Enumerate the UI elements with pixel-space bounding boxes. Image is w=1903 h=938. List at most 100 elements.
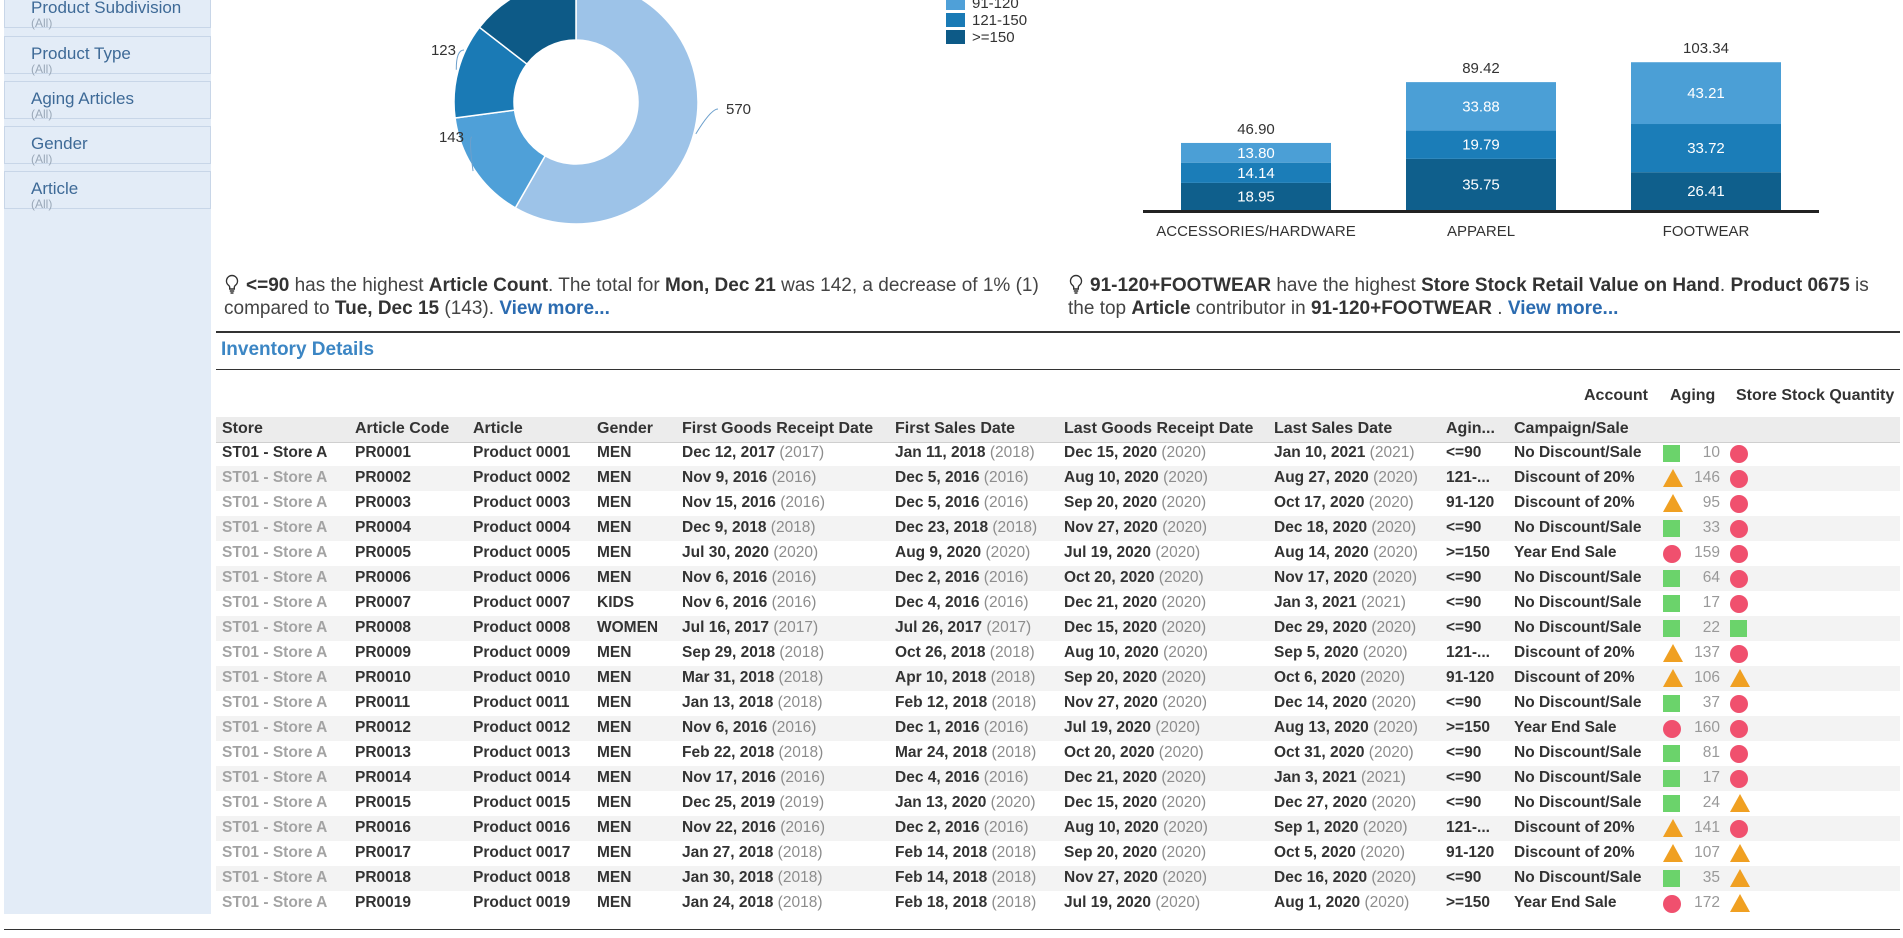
cell-article[interactable]: Product 0007 xyxy=(473,594,570,612)
cell-first-sales-date[interactable]: Jul 26, 2017 (2017) xyxy=(895,619,1031,637)
cell-article-code[interactable]: PR0010 xyxy=(355,669,411,687)
table-row[interactable]: ST01 - Store A PR0004 Product 0004 MEN Dec 9… xyxy=(216,516,1900,541)
column-header-last-sales-date[interactable]: Last Sales Date xyxy=(1274,420,1393,437)
cell-store[interactable]: ST01 - Store A xyxy=(222,894,327,912)
stacked-bar-chart[interactable]: 18.95 14.14 13.80 46.90 ACCESSORIES/HARDWARE… xyxy=(1143,40,1819,240)
bar-accessories-hardware-segment[interactable] xyxy=(1181,162,1331,183)
cell-last-sales-date[interactable]: Aug 13, 2020 (2020) xyxy=(1274,719,1418,737)
cell-first-sales-date[interactable]: Dec 2, 2016 (2016) xyxy=(895,569,1029,587)
bar-apparel-segment[interactable] xyxy=(1406,82,1556,131)
cell-last-sales-date[interactable]: Sep 1, 2020 (2020) xyxy=(1274,819,1408,837)
cell-first-sales-date[interactable]: Dec 2, 2016 (2016) xyxy=(895,819,1029,837)
cell-gender[interactable]: MEN xyxy=(597,569,631,587)
cell-store[interactable]: ST01 - Store A xyxy=(222,444,327,462)
cell-first-goods-receipt-date[interactable]: Dec 9, 2018 (2018) xyxy=(682,519,816,537)
cell-aging-value[interactable]: 172 xyxy=(1694,894,1720,911)
column-header-first-sales-date[interactable]: First Sales Date xyxy=(895,420,1016,437)
cell-article-code[interactable]: PR0017 xyxy=(355,844,411,862)
cell-aging[interactable]: 121-... xyxy=(1446,819,1490,837)
cell-article-code[interactable]: PR0008 xyxy=(355,619,411,637)
cell-article[interactable]: Product 0003 xyxy=(473,494,570,512)
bar-accessories-hardware-segment[interactable] xyxy=(1181,142,1331,163)
measure-header-store-stock-quantity[interactable]: Store Stock Quantity xyxy=(1736,387,1895,404)
cell-gender[interactable]: MEN xyxy=(597,819,631,837)
table-row[interactable]: ST01 - Store A PR0005 Product 0005 MEN Jul 3… xyxy=(216,541,1900,566)
cell-campaign-sale[interactable]: Year End Sale xyxy=(1514,544,1617,562)
cell-article-code[interactable]: PR0018 xyxy=(355,869,411,887)
cell-first-goods-receipt-date[interactable]: Nov 6, 2016 (2016) xyxy=(682,719,816,737)
donut-slice[interactable] xyxy=(514,0,699,225)
table-row[interactable]: ST01 - Store A PR0019 Product 0019 MEN Jan 2… xyxy=(216,891,1900,916)
cell-first-goods-receipt-date[interactable]: Feb 22, 2018 (2018) xyxy=(682,744,823,762)
cell-first-goods-receipt-date[interactable]: Nov 6, 2016 (2016) xyxy=(682,594,816,612)
cell-gender[interactable]: MEN xyxy=(597,444,631,462)
cell-aging[interactable]: <=90 xyxy=(1446,594,1481,612)
cell-gender[interactable]: MEN xyxy=(597,719,631,737)
cell-first-goods-receipt-date[interactable]: Nov 6, 2016 (2016) xyxy=(682,569,816,587)
cell-last-goods-receipt-date[interactable]: Sep 20, 2020 (2020) xyxy=(1064,669,1206,687)
cell-aging[interactable]: <=90 xyxy=(1446,619,1481,637)
cell-store[interactable]: ST01 - Store A xyxy=(222,544,327,562)
cell-article[interactable]: Product 0006 xyxy=(473,569,570,587)
cell-aging-value[interactable]: 24 xyxy=(1702,794,1720,811)
cell-last-goods-receipt-date[interactable]: Dec 15, 2020 (2020) xyxy=(1064,444,1206,462)
legend-entry[interactable]: 121-150 xyxy=(972,12,1027,29)
cell-article-code[interactable]: PR0009 xyxy=(355,644,411,662)
cell-article[interactable]: Product 0010 xyxy=(473,669,570,687)
table-row[interactable]: ST01 - Store A PR0002 Product 0002 MEN Nov 9… xyxy=(216,466,1900,491)
cell-last-goods-receipt-date[interactable]: Dec 21, 2020 (2020) xyxy=(1064,594,1206,612)
cell-last-goods-receipt-date[interactable]: Jul 19, 2020 (2020) xyxy=(1064,544,1200,562)
cell-first-goods-receipt-date[interactable]: Jul 16, 2017 (2017) xyxy=(682,619,818,637)
cell-store[interactable]: ST01 - Store A xyxy=(222,869,327,887)
cell-gender[interactable]: MEN xyxy=(597,694,631,712)
cell-campaign-sale[interactable]: No Discount/Sale xyxy=(1514,794,1641,812)
bar-accessories-hardware-segment[interactable] xyxy=(1181,182,1331,210)
cell-store[interactable]: ST01 - Store A xyxy=(222,794,327,812)
cell-article[interactable]: Product 0015 xyxy=(473,794,570,812)
cell-first-sales-date[interactable]: Dec 5, 2016 (2016) xyxy=(895,494,1029,512)
cell-last-goods-receipt-date[interactable]: Aug 10, 2020 (2020) xyxy=(1064,469,1208,487)
cell-aging-value[interactable]: 37 xyxy=(1702,694,1720,711)
cell-last-goods-receipt-date[interactable]: Aug 10, 2020 (2020) xyxy=(1064,819,1208,837)
cell-gender[interactable]: MEN xyxy=(597,544,631,562)
table-row[interactable]: ST01 - Store A PR0015 Product 0015 MEN Dec 2… xyxy=(216,791,1900,816)
cell-last-goods-receipt-date[interactable]: Jul 19, 2020 (2020) xyxy=(1064,719,1200,737)
column-header-store[interactable]: Store xyxy=(222,420,263,437)
cell-aging-value[interactable]: 95 xyxy=(1702,494,1720,511)
cell-aging-value[interactable]: 141 xyxy=(1694,819,1720,836)
cell-article[interactable]: Product 0016 xyxy=(473,819,570,837)
cell-campaign-sale[interactable]: No Discount/Sale xyxy=(1514,519,1641,537)
cell-first-sales-date[interactable]: Jan 11, 2018 (2018) xyxy=(895,444,1035,462)
cell-store[interactable]: ST01 - Store A xyxy=(222,569,327,587)
cell-aging[interactable]: <=90 xyxy=(1446,519,1481,537)
cell-gender[interactable]: WOMEN xyxy=(597,619,658,637)
cell-last-sales-date[interactable]: Nov 17, 2020 (2020) xyxy=(1274,569,1417,587)
cell-article-code[interactable]: PR0014 xyxy=(355,769,411,787)
cell-article-code[interactable]: PR0013 xyxy=(355,744,411,762)
cell-store[interactable]: ST01 - Store A xyxy=(222,494,327,512)
cell-aging[interactable]: <=90 xyxy=(1446,444,1481,462)
cell-aging[interactable]: 121-... xyxy=(1446,644,1490,662)
cell-article[interactable]: Product 0018 xyxy=(473,869,570,887)
cell-campaign-sale[interactable]: Discount of 20% xyxy=(1514,644,1635,662)
table-row[interactable]: ST01 - Store A PR0006 Product 0006 MEN Nov 6… xyxy=(216,566,1900,591)
cell-first-sales-date[interactable]: Dec 4, 2016 (2016) xyxy=(895,769,1029,787)
cell-first-sales-date[interactable]: Jan 13, 2020 (2020) xyxy=(895,794,1035,812)
cell-last-goods-receipt-date[interactable]: Jul 19, 2020 (2020) xyxy=(1064,894,1200,912)
cell-last-sales-date[interactable]: Jan 3, 2021 (2021) xyxy=(1274,594,1406,612)
cell-article[interactable]: Product 0012 xyxy=(473,719,570,737)
cell-gender[interactable]: MEN xyxy=(597,769,631,787)
cell-article[interactable]: Product 0019 xyxy=(473,894,570,912)
cell-article-code[interactable]: PR0002 xyxy=(355,469,411,487)
cell-article[interactable]: Product 0013 xyxy=(473,744,570,762)
cell-campaign-sale[interactable]: No Discount/Sale xyxy=(1514,569,1641,587)
cell-article-code[interactable]: PR0016 xyxy=(355,819,411,837)
cell-first-sales-date[interactable]: Dec 5, 2016 (2016) xyxy=(895,469,1029,487)
cell-first-goods-receipt-date[interactable]: Nov 22, 2016 (2016) xyxy=(682,819,825,837)
cell-first-sales-date[interactable]: Mar 24, 2018 (2018) xyxy=(895,744,1036,762)
table-row[interactable]: ST01 - Store A PR0018 Product 0018 MEN Jan 3… xyxy=(216,866,1900,891)
cell-last-sales-date[interactable]: Sep 5, 2020 (2020) xyxy=(1274,644,1408,662)
cell-article-code[interactable]: PR0001 xyxy=(355,444,411,462)
cell-article[interactable]: Product 0008 xyxy=(473,619,570,637)
table-row[interactable]: ST01 - Store A PR0017 Product 0017 MEN Jan 2… xyxy=(216,841,1900,866)
